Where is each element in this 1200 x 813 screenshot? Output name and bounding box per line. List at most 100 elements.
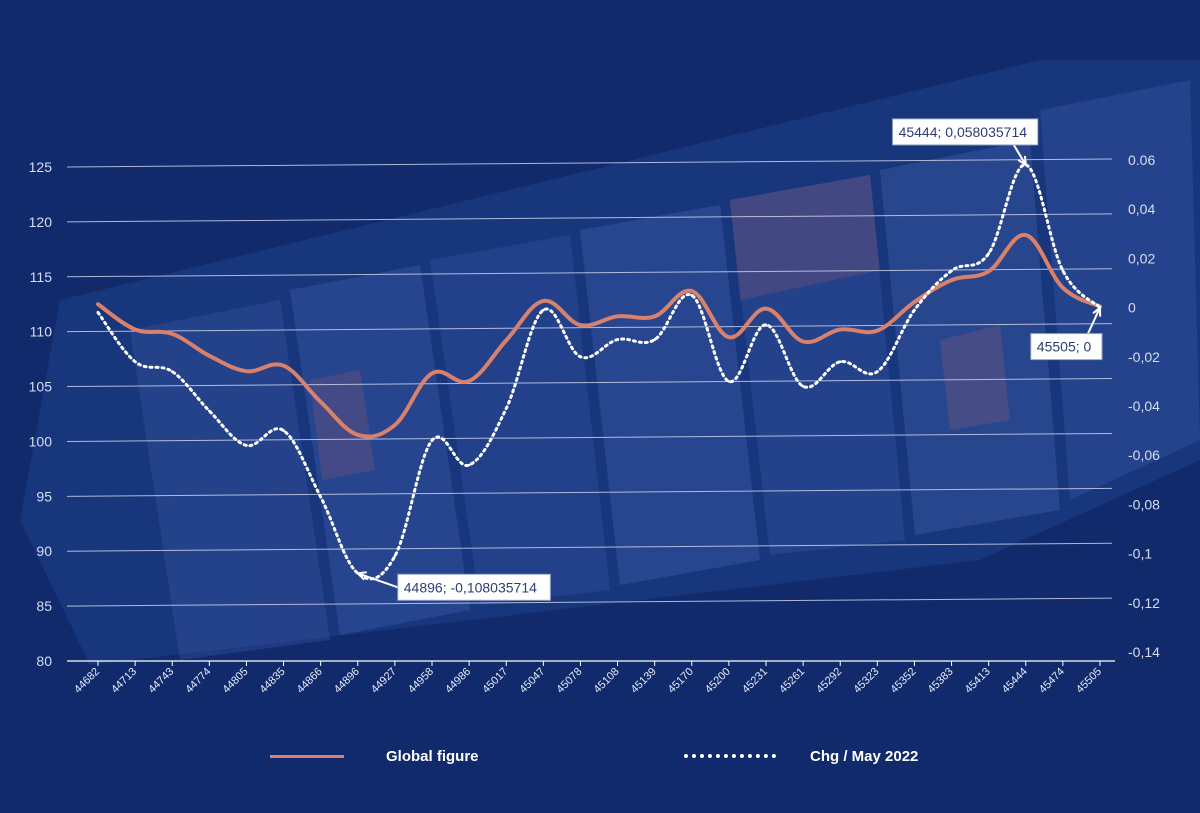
y-left-tick-label: 105 (29, 379, 53, 395)
annotation-leader (357, 572, 399, 589)
data-point-global (282, 364, 286, 368)
annotation-callout: 45444; 0,058035714 (892, 118, 1039, 167)
y-right-tick-label: -0,12 (1128, 595, 1160, 611)
data-point-chg (913, 308, 916, 312)
y-left-tick-label: 90 (36, 543, 52, 559)
gridline (66, 378, 1113, 388)
data-point-chg (616, 338, 619, 341)
series-global-figure (96, 233, 1102, 439)
y-right-tick-label: 0,02 (1128, 250, 1155, 266)
y-right-tick-label: 0.06 (1128, 152, 1155, 168)
data-point-chg (690, 294, 694, 297)
x-tick-label: 45505 (1074, 666, 1104, 696)
x-tick-label: 44743 (146, 666, 176, 696)
y-left-tick-label: 85 (36, 598, 52, 614)
y-right-tick-label: -0,04 (1128, 398, 1160, 414)
data-point-chg (1061, 269, 1065, 273)
right-axis-ticks: -0,14 -0,12 -0,1 -0,08 -0,06 -0,04 -0,02 0 0,02 0… (1128, 152, 1160, 660)
gridline (66, 323, 1113, 333)
data-point-chg (950, 269, 953, 273)
data-point-chg (653, 338, 656, 341)
legend-label-chg: Chg / May 2022 (810, 747, 919, 765)
legend-item-chg: Chg / May 2022 (684, 744, 918, 768)
data-point-global (96, 302, 100, 306)
legend-swatch-chg (684, 754, 776, 758)
y-left-tick-label: 115 (30, 269, 53, 285)
data-point-global (133, 327, 137, 331)
x-tick-label: 45444 (1000, 666, 1030, 696)
annotation-label: 44896; -0,108035714 (404, 579, 537, 595)
data-point-chg (542, 308, 545, 312)
annotation-arrowhead (355, 571, 367, 581)
legend-swatch-global (270, 754, 344, 758)
x-tick-label: 44713 (109, 666, 139, 696)
data-point-global (430, 371, 434, 375)
x-tick-label: 45352 (888, 666, 918, 696)
data-point-global (170, 332, 174, 336)
data-point-global (207, 354, 211, 358)
x-tick-label: 45323 (851, 666, 881, 696)
x-tick-label: 45108 (592, 666, 622, 696)
x-tick-label: 45474 (1037, 666, 1067, 696)
x-tick-label: 45413 (963, 666, 993, 696)
data-point-chg (467, 463, 471, 467)
data-point-chg (504, 407, 508, 410)
x-tick-label: 45017 (480, 666, 510, 696)
gridline (66, 268, 1113, 278)
x-tick-label: 44896 (332, 666, 362, 696)
y-left-tick-label: 100 (29, 433, 53, 449)
annotation-callout: 44896; -0,108035714 (355, 571, 551, 601)
series (96, 163, 1102, 581)
data-point-global (987, 269, 991, 273)
y-left-tick-label: 120 (29, 214, 53, 230)
data-point-global (912, 300, 916, 304)
x-tick-label: 45261 (777, 666, 807, 696)
annotation-leader (1012, 144, 1027, 166)
x-tick-label: 44774 (183, 666, 213, 696)
x-tick-label: 44805 (220, 666, 250, 696)
data-point-chg (170, 370, 174, 373)
data-point-chg (838, 360, 842, 364)
data-point-global (1061, 286, 1065, 290)
data-point-global (838, 327, 842, 331)
x-tick-label: 44958 (406, 666, 436, 696)
annotation-arrowhead (1092, 305, 1102, 317)
data-point-global (578, 323, 582, 327)
data-point-chg (282, 429, 285, 432)
data-point-chg (987, 252, 990, 255)
data-point-chg (876, 370, 879, 373)
left-axis-ticks: 80 85 90 95 100 105 110 115 120 125 (29, 159, 53, 669)
x-axis-ticks: 44682 44713 44743 44774 44805 44835 44866 44896… (72, 661, 1104, 696)
annotation-callout: 45505; 0 (1030, 305, 1103, 361)
data-point-chg (801, 385, 805, 388)
series-line-global-figure (96, 233, 1102, 439)
gridline (66, 597, 1113, 607)
annotation-arrowhead (1017, 155, 1027, 167)
annotation-box (397, 573, 551, 601)
data-point-chg (208, 409, 211, 413)
y-left-tick-label: 125 (29, 159, 53, 175)
data-point-global (690, 289, 694, 293)
data-point-global (504, 338, 508, 342)
gridline (66, 487, 1113, 497)
data-point-global (319, 400, 323, 404)
annotation-leader (1087, 307, 1101, 335)
data-point-global (356, 433, 360, 437)
y-left-tick-label: 80 (36, 653, 52, 669)
x-tick-label: 45078 (554, 666, 584, 696)
x-tick-label: 45047 (517, 666, 547, 696)
gridline (66, 432, 1113, 442)
data-point-global (244, 369, 248, 373)
x-tick-label: 44866 (295, 666, 325, 696)
x-tick-label: 45170 (666, 666, 696, 696)
container-accents (310, 175, 1010, 480)
legend-item-global: Global figure (270, 744, 479, 768)
annotation-label: 45505; 0 (1037, 339, 1092, 355)
x-tick-label: 45231 (740, 666, 770, 696)
data-point-global (801, 340, 805, 344)
data-point-chg (319, 495, 322, 499)
data-point-chg (430, 439, 434, 442)
data-point-global (467, 379, 471, 383)
